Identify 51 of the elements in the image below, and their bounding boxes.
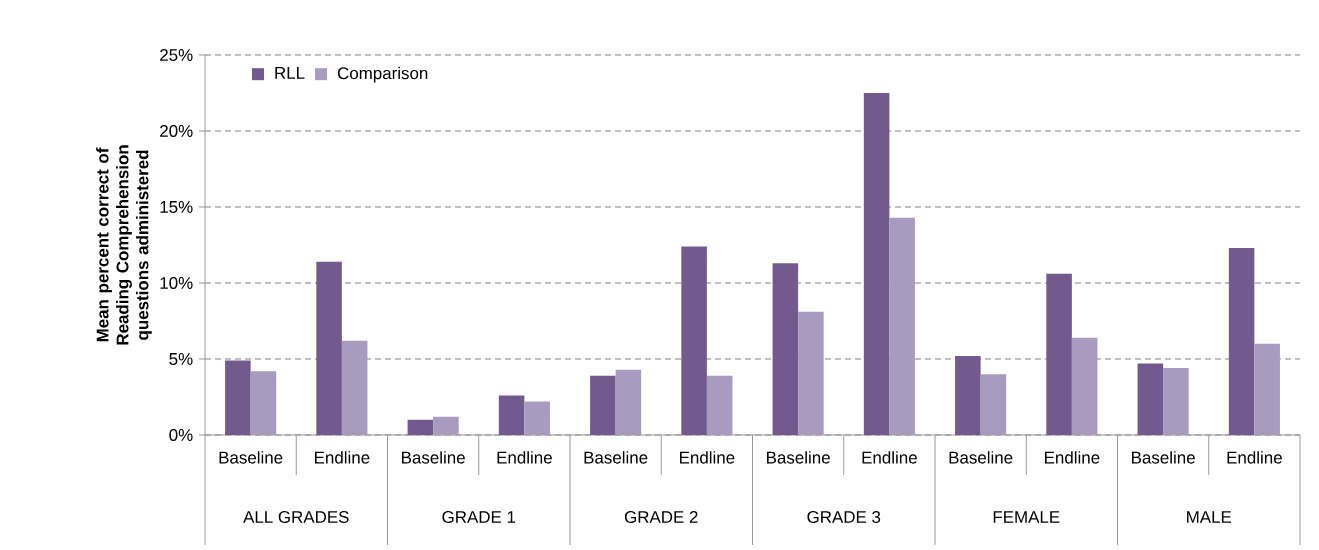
bar — [433, 416, 459, 435]
bar — [798, 311, 824, 435]
x-tick-label: Endline — [680, 451, 735, 464]
y-axis-title: Mean percent correct of Reading Comprehension questions administered — [96, 145, 152, 345]
x-tick-label: Endline — [1227, 451, 1282, 464]
text: FEMALE — [993, 511, 1060, 523]
y-tick-label: 10% — [160, 276, 193, 289]
y-tick-label: 5% — [169, 353, 193, 365]
bar — [250, 371, 277, 435]
bar — [955, 355, 981, 435]
x-tick-label: Baseline — [584, 451, 648, 464]
bar — [1163, 368, 1189, 435]
x-tick-label: Endline — [497, 451, 552, 464]
y-tick-label: 20% — [160, 124, 193, 137]
x-tick-label: Baseline — [219, 451, 283, 464]
bar — [889, 217, 915, 435]
text: GRADE 1 — [442, 510, 516, 523]
bar — [863, 92, 890, 435]
text: MALE — [1187, 511, 1232, 523]
text: GRADE 3 — [807, 510, 881, 523]
y-tick-label: 0% — [169, 428, 193, 441]
x-tick-label: Baseline — [1132, 451, 1195, 464]
bar — [316, 261, 342, 435]
bar — [407, 419, 434, 435]
x-tick-label: Endline — [1045, 451, 1100, 464]
bar — [1137, 363, 1164, 435]
x-tick-label: Baseline — [767, 451, 830, 464]
legend-label: RLL — [275, 67, 305, 79]
bar — [498, 395, 525, 435]
bar — [590, 375, 616, 435]
x-tick-label: Endline — [862, 451, 917, 464]
bar — [1071, 337, 1098, 435]
y-tick-label: 15% — [160, 201, 193, 213]
bar — [1046, 273, 1072, 435]
bar — [1254, 343, 1280, 435]
x-tick-label: Baseline — [949, 451, 1013, 464]
bar — [615, 369, 642, 435]
bar — [1228, 248, 1255, 435]
text: ALL GRADES — [243, 510, 349, 523]
x-tick-label: Baseline — [402, 451, 465, 464]
legend-label: Comparison — [337, 66, 428, 83]
bar — [706, 375, 733, 435]
text: GRADE 2 — [624, 510, 698, 523]
bar — [225, 360, 251, 435]
bar — [524, 401, 550, 435]
bar — [341, 340, 368, 435]
bar — [772, 263, 799, 435]
bar — [681, 246, 707, 435]
y-tick-label: 25% — [160, 48, 193, 61]
x-tick-label: Endline — [315, 451, 370, 464]
bar — [980, 374, 1007, 435]
